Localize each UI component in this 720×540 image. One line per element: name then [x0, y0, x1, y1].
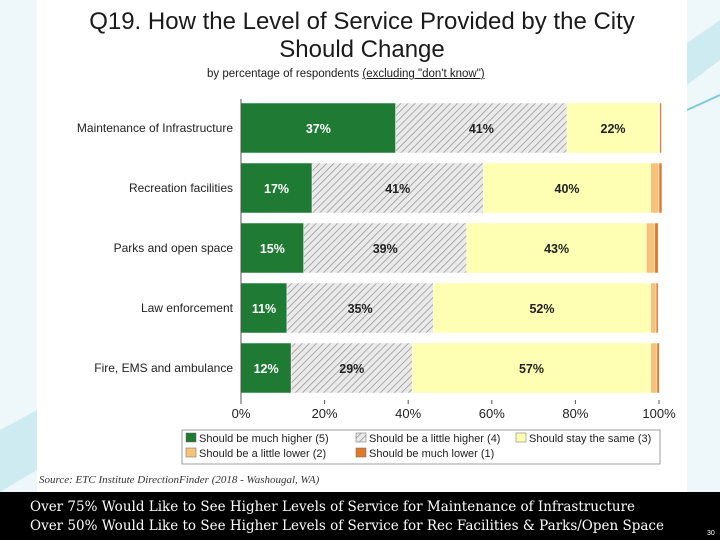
x-tick-label: 40%	[395, 406, 421, 421]
chart-source: Source: ETC Institute DirectionFinder (2…	[39, 474, 320, 486]
chart-figure: Q19. How the Level of Service Provided b…	[37, 0, 687, 492]
chart-title-line-2: Should Change	[279, 36, 445, 63]
x-tick-label: 60%	[479, 406, 505, 421]
bar-segment	[650, 342, 658, 394]
bar-segment	[240, 162, 313, 214]
legend-box	[181, 429, 661, 465]
bar-segment	[650, 282, 657, 334]
bar-segment	[655, 282, 659, 334]
data-label: 15%	[260, 242, 285, 256]
data-label: 37%	[306, 122, 331, 136]
caption-line-1: Over 75% Would Like to See Higher Levels…	[30, 499, 636, 515]
caption-line-2: Over 50% Would Like to See Higher Levels…	[30, 518, 664, 534]
bar-segment	[303, 222, 467, 274]
category-label: Maintenance of Infrastructure	[77, 121, 233, 135]
legend-swatch	[355, 432, 367, 443]
data-label: 41%	[469, 122, 494, 136]
data-label: 12%	[254, 362, 279, 376]
x-tick-label: 20%	[312, 406, 338, 421]
bar-segment	[395, 102, 568, 154]
legend-swatch	[515, 432, 527, 443]
legend-label: Should be a little lower (2)	[199, 448, 326, 460]
x-tick-label: 80%	[562, 406, 588, 421]
bar-segment	[290, 342, 413, 394]
page-number: 30	[707, 530, 715, 537]
subtitle-prefix: by percentage of respondents	[207, 68, 360, 80]
data-label: 35%	[348, 302, 373, 316]
data-label: 41%	[385, 182, 410, 196]
bar-segment	[659, 102, 662, 154]
data-label: 29%	[339, 362, 364, 376]
bar-segment	[566, 102, 660, 154]
bar-segment	[646, 222, 656, 274]
category-label: Fire, EMS and ambulance	[94, 361, 233, 375]
data-label: 43%	[544, 242, 569, 256]
bar-segment	[240, 342, 292, 394]
data-label: 11%	[252, 302, 276, 316]
bar-segment	[311, 162, 484, 214]
data-label: 17%	[264, 182, 289, 196]
category-label: Recreation facilities	[129, 181, 233, 195]
category-label: Law enforcement	[141, 301, 234, 315]
bar-segment	[650, 162, 660, 214]
bar-segment	[240, 102, 396, 154]
data-label: 40%	[555, 182, 580, 196]
bar-segment	[656, 342, 660, 394]
bar-segment	[658, 162, 663, 214]
legend-label: Should be a little higher (4)	[369, 433, 500, 445]
chart-title-line-1: Q19. How the Level of Service Provided b…	[89, 8, 635, 35]
bar-segment	[240, 282, 288, 334]
data-label: 52%	[529, 302, 554, 316]
data-label: 57%	[519, 362, 544, 376]
slide-caption: Over 75% Would Like to See Higher Levels…	[0, 492, 720, 540]
legend-swatch	[355, 447, 367, 458]
data-label: 22%	[601, 122, 626, 136]
x-tick-label: 0%	[232, 406, 251, 421]
bar-segment	[483, 162, 651, 214]
x-tick-label: 100%	[642, 406, 676, 421]
legend-label: Should be much lower (1)	[369, 448, 494, 460]
bar-segment	[466, 222, 647, 274]
bar-segment	[412, 342, 651, 394]
chart-subtitle: by percentage of respondents (excluding …	[207, 68, 485, 80]
legend-label: Should be much higher (5)	[199, 433, 329, 445]
legend-swatch	[185, 447, 197, 458]
bar-segment	[286, 282, 434, 334]
bar-segment	[240, 222, 304, 274]
bar-segment	[654, 222, 659, 274]
legend-label: Should stay the same (3)	[529, 433, 651, 445]
category-label: Parks and open space	[114, 241, 234, 255]
stacked-bar-chart: Maintenance of Infrastructure 37% 41% 22% Re…	[77, 99, 676, 465]
data-label: 39%	[373, 242, 398, 256]
legend-swatch	[185, 432, 197, 443]
bar-segment	[433, 282, 651, 334]
subtitle-note: (excluding "don't know")	[362, 68, 485, 80]
